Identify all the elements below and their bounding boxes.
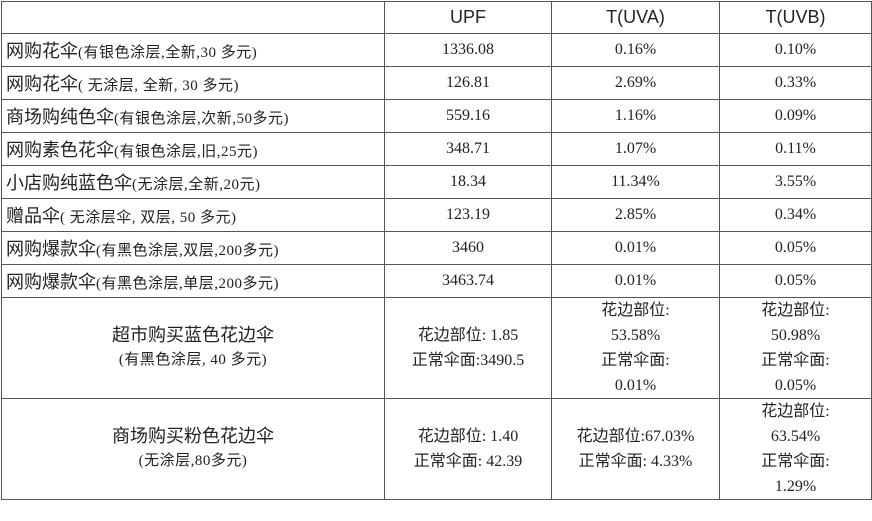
header-cell: UPF bbox=[384, 1, 552, 34]
cell-line: 1.29% bbox=[774, 478, 817, 495]
name-cell: 商场购买粉色花边伞 (无涂层,80多元) bbox=[1, 398, 385, 500]
item-note: (有黑色涂层,单层,200多元) bbox=[96, 276, 279, 292]
item-name: 网购爆款伞 bbox=[6, 272, 96, 293]
uva-cell: 花边部位: 53.58% 正常伞面: 0.01% bbox=[551, 297, 720, 399]
cell-line: 正常伞面: 42.39 bbox=[413, 453, 523, 470]
cell-line: 0.05% bbox=[774, 377, 817, 394]
name-cell: 网购素色花伞(有银色涂层,旧,25元) bbox=[1, 132, 385, 166]
uva-cell: 2.85% bbox=[551, 198, 720, 232]
item-name: 超市购买蓝色花边伞 bbox=[112, 325, 274, 346]
corner-cell bbox=[1, 1, 385, 34]
uva-cell: 11.34% bbox=[551, 165, 720, 199]
cell-line: 花边部位: bbox=[601, 302, 670, 319]
item-name: 商场购买粉色花边伞 bbox=[112, 426, 274, 447]
cell-line: 正常伞面:3490.5 bbox=[411, 352, 525, 369]
upf-cell: 126.81 bbox=[384, 66, 552, 100]
uva-cell: 0.16% bbox=[551, 33, 720, 67]
name-cell: 网购花伞(有银色涂层,全新,30 多元) bbox=[1, 33, 385, 67]
name-cell: 小店购纯蓝色伞(无涂层,全新,20元) bbox=[1, 165, 385, 199]
table-row: 网购爆款伞(有黑色涂层,双层,200多元) 3460 0.01% 0.05% bbox=[1, 231, 872, 265]
cell-line: 0.01% bbox=[614, 377, 657, 394]
uvb-cell: 3.55% bbox=[719, 165, 872, 199]
cell-line: 50.98% bbox=[770, 327, 821, 344]
name-cell: 超市购买蓝色花边伞 (有黑色涂层, 40 多元) bbox=[1, 297, 385, 399]
item-name: 网购花伞 bbox=[6, 74, 78, 95]
upf-cell: 123.19 bbox=[384, 198, 552, 232]
uva-cell: 0.01% bbox=[551, 231, 720, 265]
table-row: 网购花伞(有银色涂层,全新,30 多元) 1336.08 0.16% 0.10% bbox=[1, 33, 872, 67]
item-name: 网购爆款伞 bbox=[6, 239, 96, 260]
table-row: 网购花伞( 无涂层, 全新, 30 多元) 126.81 2.69% 0.33% bbox=[1, 66, 872, 100]
uvb-cell: 0.05% bbox=[719, 231, 872, 265]
name-cell: 网购爆款伞(有黑色涂层,单层,200多元) bbox=[1, 264, 385, 298]
item-note: (无涂层,全新,20元) bbox=[132, 177, 261, 193]
item-name: 赠品伞 bbox=[6, 206, 60, 227]
item-name: 网购素色花伞 bbox=[6, 140, 114, 161]
item-note: (有黑色涂层, 40 多元) bbox=[118, 352, 268, 368]
umbrella-table: UPF T(UVA) T(UVB) 网购花伞(有银色涂层,全新,30 多元) 1336… bbox=[1, 1, 872, 500]
uva-cell: 2.69% bbox=[551, 66, 720, 100]
uva-cell: 0.01% bbox=[551, 264, 720, 298]
uvb-cell: 0.09% bbox=[719, 99, 872, 133]
uva-cell: 花边部位:67.03% 正常伞面: 4.33% bbox=[551, 398, 720, 500]
item-note: (有黑色涂层,双层,200多元) bbox=[96, 243, 279, 259]
name-cell: 商场购纯色伞(有银色涂层,次新,50多元) bbox=[1, 99, 385, 133]
cell-line: 正常伞面: bbox=[761, 352, 830, 369]
uva-cell: 1.07% bbox=[551, 132, 720, 166]
item-name: 商场购纯色伞 bbox=[6, 107, 114, 128]
item-note: ( 无涂层, 全新, 30 多元) bbox=[78, 78, 239, 94]
upf-cell: 花边部位: 1.40 正常伞面: 42.39 bbox=[384, 398, 552, 500]
cell-line: 花边部位: bbox=[761, 302, 830, 319]
upf-cell: 18.34 bbox=[384, 165, 552, 199]
item-note: (有银色涂层,次新,50多元) bbox=[114, 111, 289, 127]
uvb-cell: 0.34% bbox=[719, 198, 872, 232]
cell-line: 正常伞面: bbox=[601, 352, 670, 369]
uvb-cell: 0.05% bbox=[719, 264, 872, 298]
item-name: 小店购纯蓝色伞 bbox=[6, 173, 132, 194]
header-row: UPF T(UVA) T(UVB) bbox=[1, 1, 872, 34]
upf-cell: 花边部位: 1.85 正常伞面:3490.5 bbox=[384, 297, 552, 399]
uvb-cell: 0.11% bbox=[719, 132, 872, 166]
cell-line: 花边部位:67.03% bbox=[576, 428, 695, 445]
table-row: 赠品伞( 无涂层伞, 双层, 50 多元) 123.19 2.85% 0.34% bbox=[1, 198, 872, 232]
cell-line: 63.54% bbox=[770, 428, 821, 445]
uvb-cell: 0.10% bbox=[719, 33, 872, 67]
item-note: (有银色涂层,全新,30 多元) bbox=[78, 45, 258, 61]
item-note: (有银色涂层,旧,25元) bbox=[114, 144, 258, 160]
uvb-cell: 0.33% bbox=[719, 66, 872, 100]
name-cell: 赠品伞( 无涂层伞, 双层, 50 多元) bbox=[1, 198, 385, 232]
cell-line: 花边部位: 1.85 bbox=[417, 327, 519, 344]
upf-cell: 348.71 bbox=[384, 132, 552, 166]
table-row: 网购爆款伞(有黑色涂层,单层,200多元) 3463.74 0.01% 0.05% bbox=[1, 264, 872, 298]
name-cell: 网购花伞( 无涂层, 全新, 30 多元) bbox=[1, 66, 385, 100]
item-note: ( 无涂层伞, 双层, 50 多元) bbox=[60, 210, 237, 226]
uvb-cell: 花边部位: 50.98% 正常伞面: 0.05% bbox=[719, 297, 872, 399]
upf-cell: 1336.08 bbox=[384, 33, 552, 67]
cell-line: 花边部位: bbox=[761, 403, 830, 420]
table-row: 商场购纯色伞(有银色涂层,次新,50多元) 559.16 1.16% 0.09% bbox=[1, 99, 872, 133]
table-body: 网购花伞(有银色涂层,全新,30 多元) 1336.08 0.16% 0.10% 网购花… bbox=[1, 33, 872, 500]
upf-cell: 559.16 bbox=[384, 99, 552, 133]
cell-line: 正常伞面: bbox=[761, 453, 830, 470]
name-cell: 网购爆款伞(有黑色涂层,双层,200多元) bbox=[1, 231, 385, 265]
header-cell: T(UVB) bbox=[719, 1, 872, 34]
cell-line: 53.58% bbox=[610, 327, 661, 344]
table-row: 商场购买粉色花边伞 (无涂层,80多元) 花边部位: 1.40 正常伞面: 42.39… bbox=[1, 398, 872, 500]
item-note: (无涂层,80多元) bbox=[138, 453, 248, 469]
table-row: 超市购买蓝色花边伞 (有黑色涂层, 40 多元) 花边部位: 1.85 正常伞面:34… bbox=[1, 297, 872, 399]
table-row: 网购素色花伞(有银色涂层,旧,25元) 348.71 1.07% 0.11% bbox=[1, 132, 872, 166]
uva-cell: 1.16% bbox=[551, 99, 720, 133]
upf-cell: 3460 bbox=[384, 231, 552, 265]
item-name: 网购花伞 bbox=[6, 41, 78, 62]
cell-line: 花边部位: 1.40 bbox=[417, 428, 519, 445]
cell-line: 正常伞面: 4.33% bbox=[578, 453, 693, 470]
upf-cell: 3463.74 bbox=[384, 264, 552, 298]
uvb-cell: 花边部位: 63.54% 正常伞面: 1.29% bbox=[719, 398, 872, 500]
header-cell: T(UVA) bbox=[551, 1, 720, 34]
table-row: 小店购纯蓝色伞(无涂层,全新,20元) 18.34 11.34% 3.55% bbox=[1, 165, 872, 199]
